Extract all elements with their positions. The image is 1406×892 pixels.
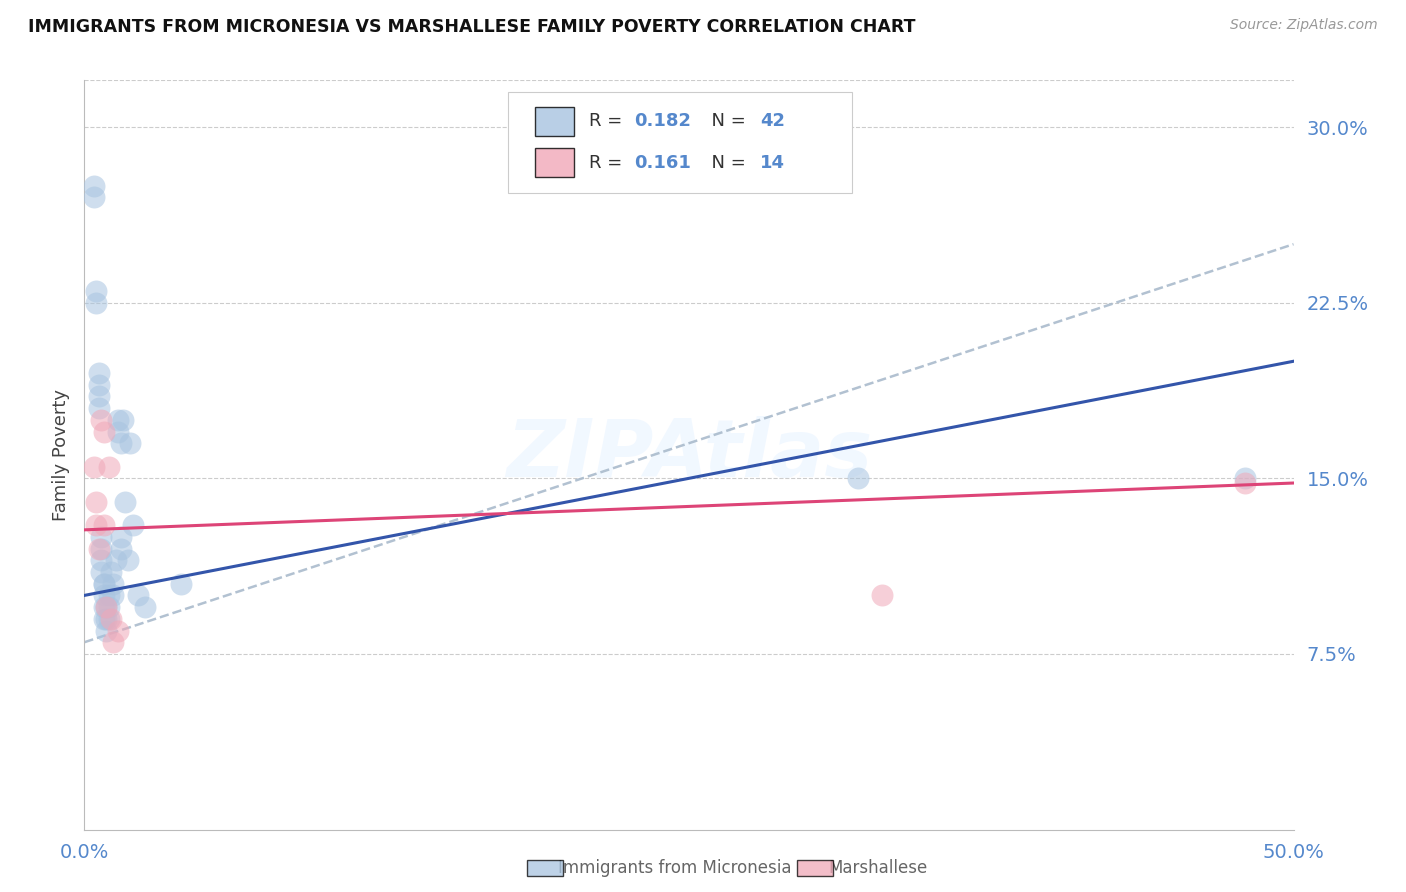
Point xyxy=(103,576,125,591)
Point xyxy=(93,425,115,439)
Point xyxy=(86,494,108,508)
Point xyxy=(104,553,127,567)
Point xyxy=(846,471,869,485)
Point xyxy=(87,401,110,416)
Point xyxy=(94,600,117,615)
Text: 0.161: 0.161 xyxy=(634,153,692,171)
Point xyxy=(110,541,132,556)
Point xyxy=(121,518,143,533)
Text: ZIPAtlas: ZIPAtlas xyxy=(506,416,872,494)
Point xyxy=(114,494,136,508)
Point xyxy=(86,295,108,310)
Point xyxy=(103,589,125,603)
Point xyxy=(120,436,142,450)
Point xyxy=(100,565,122,579)
Point xyxy=(100,612,122,626)
Point xyxy=(87,389,110,403)
Point xyxy=(83,190,105,204)
Point xyxy=(83,459,105,474)
FancyBboxPatch shape xyxy=(508,92,852,193)
Point xyxy=(94,612,117,626)
Text: IMMIGRANTS FROM MICRONESIA VS MARSHALLESE FAMILY POVERTY CORRELATION CHART: IMMIGRANTS FROM MICRONESIA VS MARSHALLES… xyxy=(28,18,915,36)
Text: N =: N = xyxy=(700,112,751,130)
Text: Source: ZipAtlas.com: Source: ZipAtlas.com xyxy=(1230,18,1378,32)
Point xyxy=(107,425,129,439)
FancyBboxPatch shape xyxy=(536,107,574,136)
Point xyxy=(93,612,115,626)
Point xyxy=(83,178,105,193)
Point xyxy=(107,413,129,427)
Point xyxy=(1234,471,1257,485)
Point xyxy=(87,366,110,380)
Point xyxy=(110,436,132,450)
Point xyxy=(93,576,115,591)
Point xyxy=(127,589,149,603)
Point xyxy=(90,530,112,544)
Text: 42: 42 xyxy=(761,112,786,130)
Point xyxy=(90,413,112,427)
Point xyxy=(93,518,115,533)
Point xyxy=(93,589,115,603)
Point xyxy=(87,377,110,392)
Point xyxy=(112,413,135,427)
Point xyxy=(86,284,108,298)
Text: 14: 14 xyxy=(761,153,786,171)
Text: R =: R = xyxy=(589,112,627,130)
Text: N =: N = xyxy=(700,153,751,171)
Text: 0.182: 0.182 xyxy=(634,112,692,130)
Point xyxy=(1234,476,1257,491)
Point xyxy=(117,553,139,567)
Point xyxy=(94,600,117,615)
Point xyxy=(90,541,112,556)
Point xyxy=(97,459,120,474)
Y-axis label: Family Poverty: Family Poverty xyxy=(52,389,70,521)
Text: Immigrants from Micronesia: Immigrants from Micronesia xyxy=(558,859,792,877)
Point xyxy=(107,624,129,638)
Point xyxy=(93,576,115,591)
Point xyxy=(90,553,112,567)
Text: R =: R = xyxy=(589,153,627,171)
Point xyxy=(103,635,125,649)
Point xyxy=(90,565,112,579)
Point xyxy=(170,576,193,591)
Point xyxy=(97,612,120,626)
Point xyxy=(86,518,108,533)
Point xyxy=(93,600,115,615)
Point xyxy=(110,530,132,544)
Point xyxy=(87,541,110,556)
Point xyxy=(97,600,120,615)
Point xyxy=(134,600,156,615)
FancyBboxPatch shape xyxy=(536,148,574,177)
Point xyxy=(94,624,117,638)
Point xyxy=(872,589,894,603)
Point xyxy=(97,589,120,603)
Text: Marshallese: Marshallese xyxy=(828,859,928,877)
